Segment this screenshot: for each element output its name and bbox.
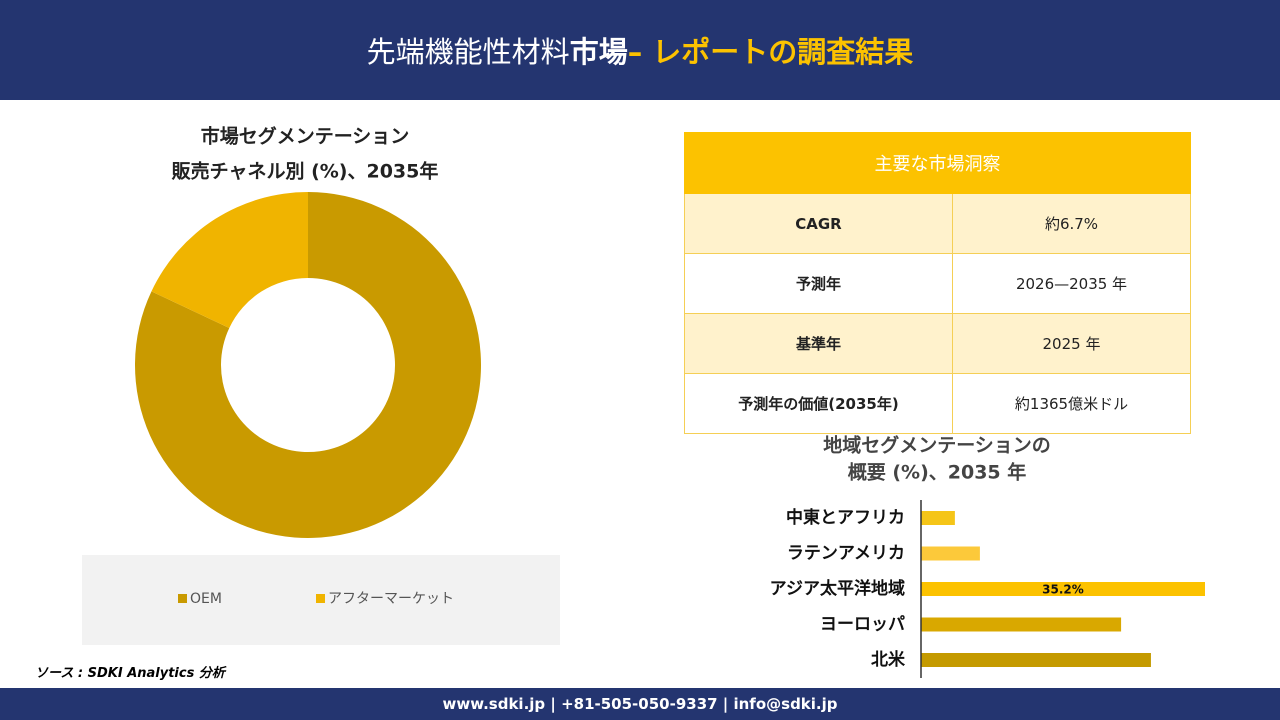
- footer: www.sdki.jp | +81-505-050-9337 | info@sd…: [0, 688, 1280, 720]
- legend-marker: [316, 594, 325, 603]
- chart-title: 概要 (%)、2035 年: [848, 461, 1027, 484]
- category-label: 北米: [871, 649, 906, 670]
- bar: [921, 653, 1151, 667]
- bar: [921, 511, 955, 525]
- header-title: 先端機能性材料: [366, 35, 570, 69]
- table-key: 基準年: [684, 313, 953, 374]
- category-label: ヨーロッパ: [820, 615, 905, 635]
- legend-label: OEM: [190, 591, 222, 607]
- chart-title: 市場セグメンテーション: [201, 125, 410, 148]
- bar: [921, 617, 1122, 632]
- table-body: CAGR 約6.7% 予測年 2026—2035 年基準年 2025 年予測年の価値(2…: [684, 193, 1191, 434]
- chart-title: 販売チャネル別 (%)、2035年: [171, 160, 439, 183]
- table-key: 予測年: [684, 253, 953, 314]
- table-value: 2025 年: [952, 313, 1191, 374]
- pie-slice: [151, 192, 308, 328]
- value-label: 35.2%: [1042, 583, 1084, 597]
- table-row: 予測年の価値(2035年) 約1365億米ドル: [684, 373, 1191, 434]
- legend-marker: [178, 594, 187, 603]
- category-label: ラテンアメリカ: [787, 544, 905, 564]
- pie-slice: [134, 192, 481, 538]
- table-key: CAGR: [684, 193, 953, 254]
- table-title: 主要な市場洞察: [684, 132, 1191, 194]
- header-title: 市場: [569, 35, 628, 69]
- table-row: 予測年 2026—2035 年: [684, 253, 1191, 314]
- table-value: 2026—2035 年: [952, 253, 1191, 314]
- source: ソース : SDKI Analytics 分析: [35, 666, 225, 681]
- category-label: 中東とアフリカ: [786, 507, 905, 528]
- bar: [921, 582, 1205, 596]
- header-title: – レポートの調査結果: [627, 35, 914, 69]
- table-value: 約6.7%: [952, 193, 1191, 254]
- bar: [921, 546, 980, 561]
- legend-label: アフターマーケット: [328, 591, 454, 607]
- insight-table: 主要な市場洞察 CAGR 約6.7% 予測年 2026—2035 年基準年 2025 年…: [684, 132, 1191, 434]
- table-value: 約1365億米ドル: [952, 373, 1191, 434]
- header: 先端機能性材料 市場 – レポートの調査結果: [0, 0, 1280, 100]
- table-row: CAGR 約6.7%: [684, 193, 1191, 254]
- chart-title: 地域セグメンテーションの: [823, 434, 1051, 457]
- table-row: 基準年 2025 年: [684, 313, 1191, 374]
- table-key: 予測年の価値(2035年): [684, 373, 953, 434]
- category-label: アジア太平洋地域: [770, 578, 905, 599]
